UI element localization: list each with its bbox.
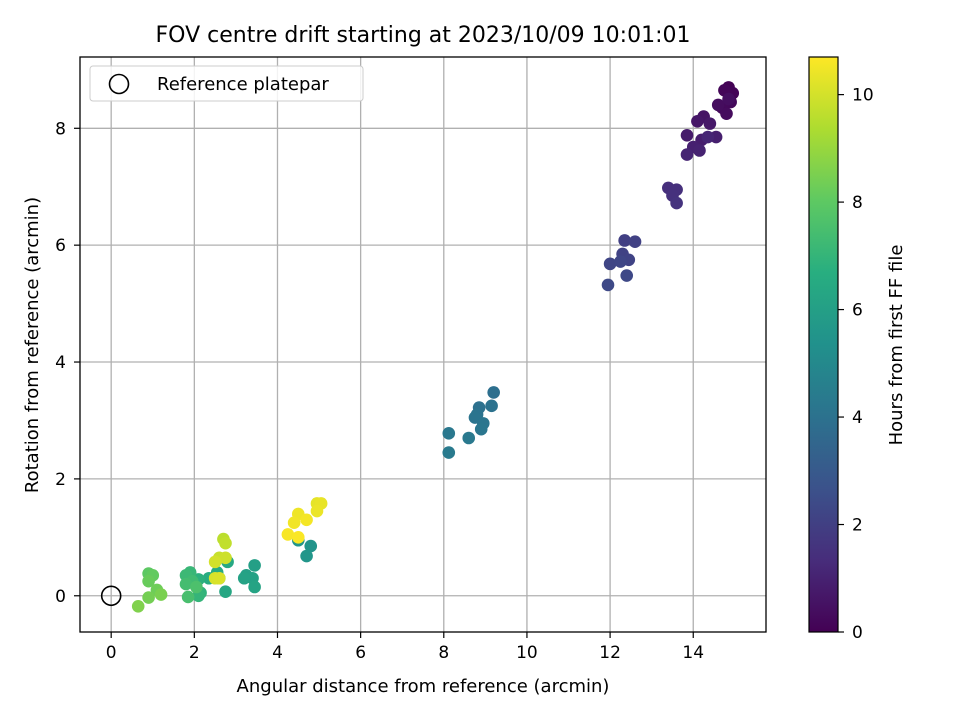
reference-platepar-marker xyxy=(100,585,122,607)
data-point xyxy=(300,549,313,563)
data-point xyxy=(487,386,500,399)
legend-box xyxy=(89,65,364,102)
colorbar-tick-label: 2 xyxy=(852,516,863,536)
legend-entry-reference-platepar: Reference platepar xyxy=(157,74,329,95)
data-point xyxy=(248,559,261,572)
data-point xyxy=(670,196,683,210)
data-point xyxy=(142,574,155,588)
x-tick-label: 2 xyxy=(189,643,200,663)
data-point xyxy=(693,144,706,157)
data-point xyxy=(310,504,324,518)
data-point xyxy=(603,257,617,271)
data-point xyxy=(680,148,694,161)
data-point xyxy=(237,571,251,585)
chart-title: FOV centre drift starting at 2023/10/09 … xyxy=(156,23,691,48)
colorbar-ticks: 0 2 4 6 8 10 xyxy=(838,86,874,643)
data-point xyxy=(219,585,232,598)
data-point xyxy=(219,551,232,565)
data-point xyxy=(703,117,717,130)
x-tick-label: 0 xyxy=(106,643,117,663)
colorbar-tick-label: 0 xyxy=(852,623,863,643)
data-point xyxy=(680,129,694,142)
data-point xyxy=(142,591,155,604)
colorbar-tick-label: 10 xyxy=(852,86,874,106)
data-point xyxy=(701,130,715,144)
data-point xyxy=(281,528,295,541)
grid xyxy=(80,57,766,632)
data-point xyxy=(208,555,222,569)
data-point xyxy=(711,98,725,112)
y-tick-label: 2 xyxy=(55,470,66,490)
data-point xyxy=(181,590,195,604)
data-point xyxy=(154,588,168,601)
y-tick-label: 8 xyxy=(55,119,66,139)
data-point xyxy=(691,114,704,128)
data-point xyxy=(131,599,145,613)
data-point xyxy=(720,107,733,120)
y-tick-label: 0 xyxy=(55,587,66,607)
data-point xyxy=(304,539,318,553)
data-point xyxy=(212,571,226,585)
data-point xyxy=(179,577,193,591)
colorbar-label: Hours from first FF file xyxy=(886,245,907,446)
y-tick-label: 6 xyxy=(55,236,66,256)
data-point xyxy=(474,422,488,436)
y-axis-label: Rotation from reference (arcmin) xyxy=(22,197,43,493)
data-point xyxy=(722,92,735,106)
data-point xyxy=(442,427,456,440)
data-point xyxy=(618,234,631,247)
colorbar: 0 2 4 6 8 10 Hours from first FF file xyxy=(808,56,907,643)
plot-frame xyxy=(79,56,767,633)
y-tick-label: 4 xyxy=(55,353,66,373)
data-point xyxy=(287,516,301,530)
x-tick-label: 14 xyxy=(682,643,704,663)
data-point xyxy=(300,513,313,527)
scatter-points xyxy=(131,81,740,613)
axis-ticks: 0 2 4 6 8 10 12 14 0 2 4 6 8 xyxy=(55,119,704,663)
colorbar-tick-label: 4 xyxy=(852,408,863,428)
x-tick-label: 12 xyxy=(599,643,621,663)
x-tick-label: 10 xyxy=(516,643,538,663)
colorbar-tick-label: 8 xyxy=(852,193,863,213)
data-point xyxy=(620,269,634,282)
colorbar-tick-label: 6 xyxy=(852,301,863,321)
data-point xyxy=(614,255,627,268)
data-point xyxy=(190,580,203,594)
colorbar-gradient xyxy=(808,56,839,633)
data-point xyxy=(291,531,305,544)
x-tick-label: 4 xyxy=(272,643,283,663)
data-point xyxy=(462,431,476,445)
legend-marker xyxy=(108,73,130,95)
data-point xyxy=(601,278,615,292)
data-point xyxy=(248,580,261,594)
data-point xyxy=(628,235,642,248)
x-tick-label: 6 xyxy=(355,643,366,663)
data-point xyxy=(442,446,456,459)
x-tick-label: 8 xyxy=(438,643,449,663)
x-axis-label: Angular distance from reference (arcmin) xyxy=(237,676,610,697)
data-point xyxy=(219,536,232,550)
legend: Reference platepar xyxy=(89,65,364,102)
data-point xyxy=(485,399,498,413)
